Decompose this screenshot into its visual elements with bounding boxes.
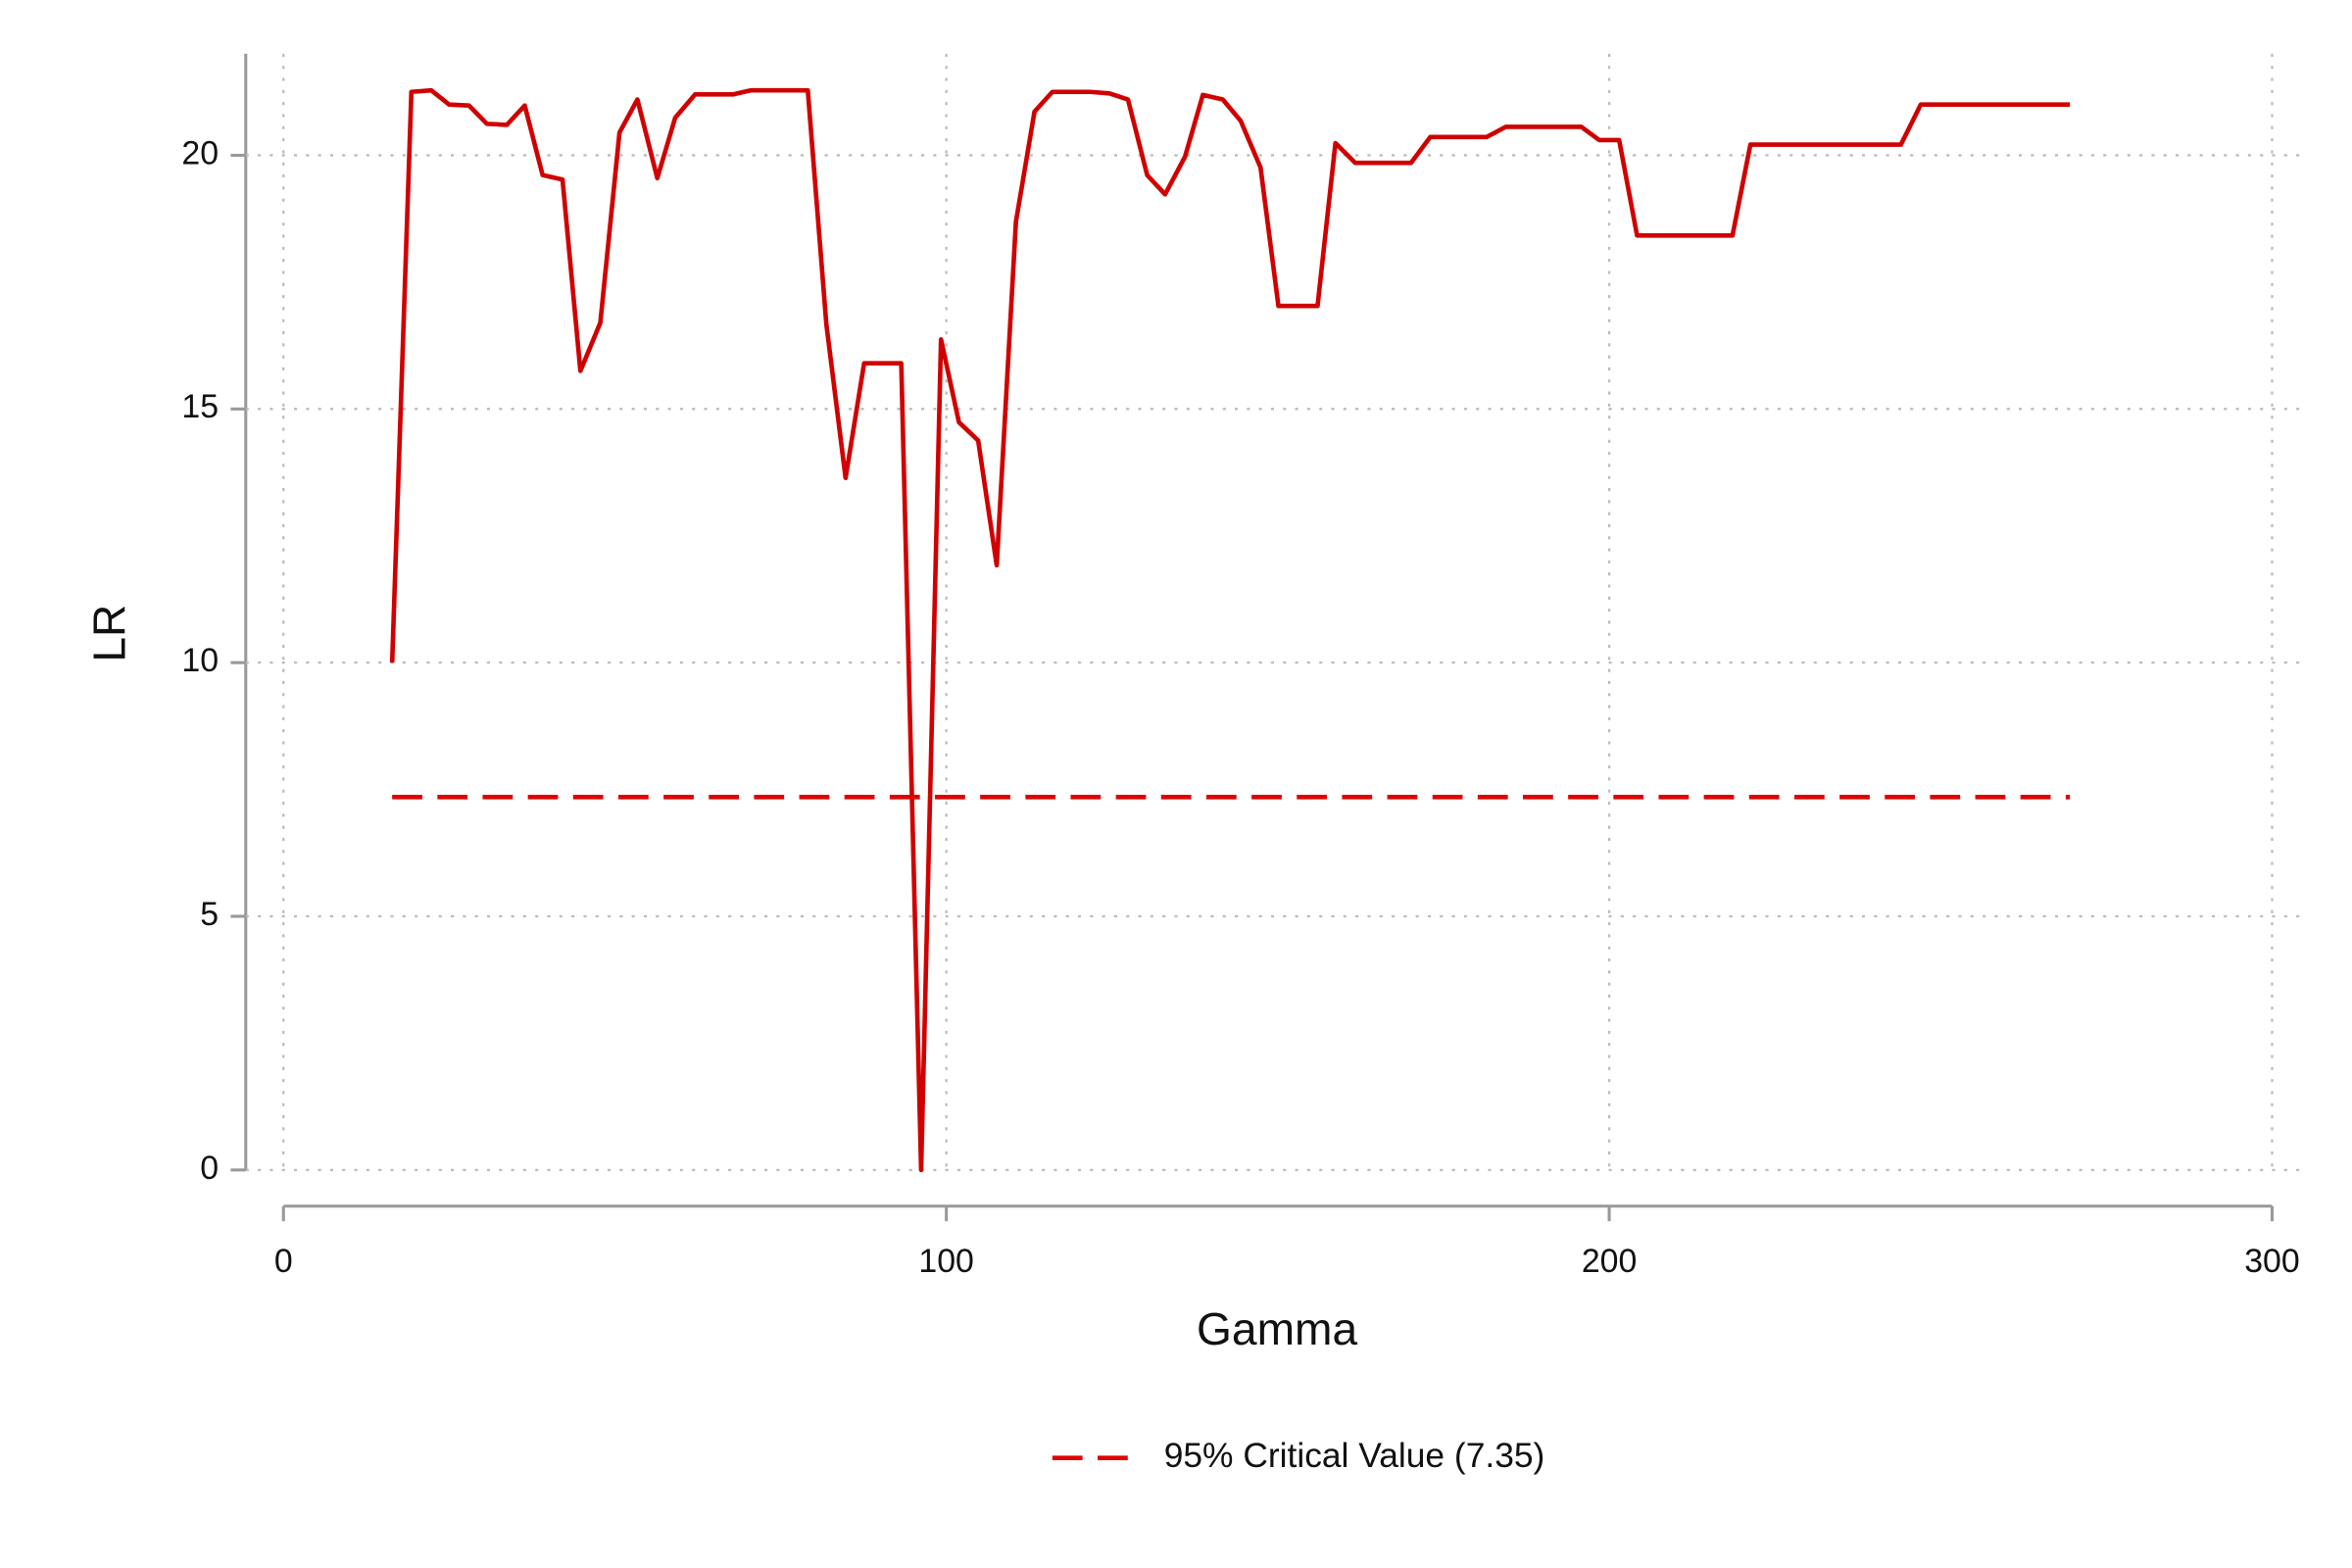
y-tick-label: 5 [200, 896, 219, 933]
y-tick-label: 15 [181, 388, 219, 425]
y-tick-label: 0 [200, 1150, 219, 1187]
x-tick-label: 100 [918, 1243, 973, 1280]
y-tick-label: 10 [181, 642, 219, 679]
x-tick-label: 0 [274, 1243, 293, 1280]
legend-label: 95% Critical Value (7.35) [1164, 1437, 1545, 1475]
x-axis-title: Gamma [1197, 1303, 1357, 1354]
x-tick-label: 200 [1582, 1243, 1637, 1280]
x-tick-label: 300 [2244, 1243, 2299, 1280]
y-tick-label: 20 [181, 134, 219, 172]
y-axis-title: LR [84, 605, 135, 662]
line-series [389, 87, 2071, 1173]
